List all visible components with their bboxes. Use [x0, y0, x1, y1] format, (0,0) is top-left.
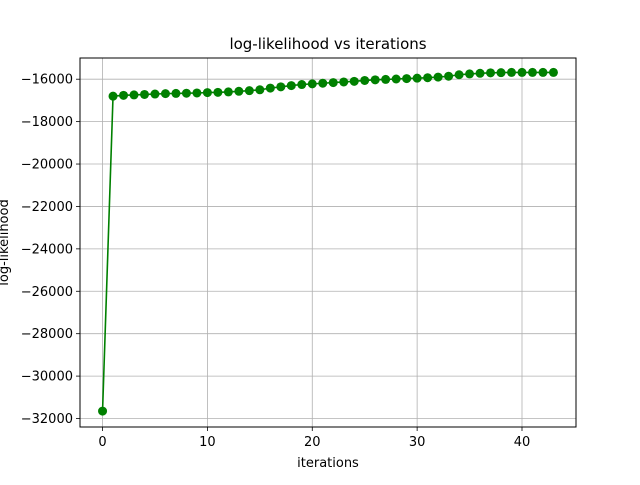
data-point [486, 68, 496, 78]
data-point [423, 73, 433, 83]
data-point [475, 68, 485, 78]
data-point [202, 88, 212, 98]
data-point [213, 87, 223, 97]
data-point [391, 74, 401, 84]
y-tick-label: −20000 [21, 158, 73, 173]
data-point [444, 71, 454, 81]
y-tick-label: −26000 [21, 285, 73, 300]
data-point [381, 74, 391, 84]
data-point [527, 67, 537, 77]
data-point [360, 75, 370, 85]
data-point [171, 88, 181, 98]
data-point [307, 79, 317, 89]
x-axis-label: iterations [297, 456, 359, 471]
data-point [318, 78, 328, 88]
data-point [507, 67, 517, 77]
data-point [465, 69, 475, 79]
tick-layer: 0 10 20 30 40 −32000 −30000 −28000 −26000 −24000 −… [21, 73, 531, 450]
data-point [129, 90, 139, 100]
x-tick-label: 20 [304, 435, 321, 450]
data-point [160, 89, 170, 99]
data-point [223, 87, 233, 97]
data-point [370, 75, 380, 85]
y-tick-label: −30000 [21, 370, 73, 385]
x-tick-label: 40 [514, 435, 531, 450]
data-point [349, 76, 359, 86]
y-tick-label: −18000 [21, 115, 73, 130]
data-point [496, 68, 506, 78]
data-point [150, 89, 160, 99]
data-point [454, 70, 464, 80]
data-point [98, 406, 108, 416]
data-point [339, 77, 349, 87]
data-point [139, 89, 149, 99]
data-point [412, 73, 422, 83]
data-point [286, 81, 296, 91]
data-point [402, 74, 412, 84]
data-point [119, 90, 129, 100]
data-point [181, 88, 191, 98]
data-point [548, 67, 558, 77]
data-point [244, 86, 254, 96]
y-tick-label: −32000 [21, 412, 73, 427]
x-tick-label: 0 [98, 435, 106, 450]
y-axis-label: log-likelihood [0, 199, 12, 285]
y-tick-label: −28000 [21, 327, 73, 342]
data-point [192, 88, 202, 98]
data-point [433, 72, 443, 82]
data-point [517, 67, 527, 77]
grid-layer [80, 58, 576, 427]
data-point [297, 80, 307, 90]
y-tick-label: −16000 [21, 73, 73, 88]
x-tick-label: 30 [409, 435, 426, 450]
series-layer [98, 67, 558, 416]
data-point [538, 67, 548, 77]
data-point [265, 83, 275, 93]
plot-frame [79, 57, 577, 428]
data-point [276, 82, 286, 92]
x-tick-label: 10 [199, 435, 216, 450]
y-tick-label: −24000 [21, 242, 73, 257]
data-point [108, 91, 118, 101]
chart-title: log-likelihood vs iterations [229, 35, 426, 53]
y-tick-label: −22000 [21, 200, 73, 215]
data-point [328, 78, 338, 88]
data-point [234, 86, 244, 96]
data-point [255, 85, 265, 95]
